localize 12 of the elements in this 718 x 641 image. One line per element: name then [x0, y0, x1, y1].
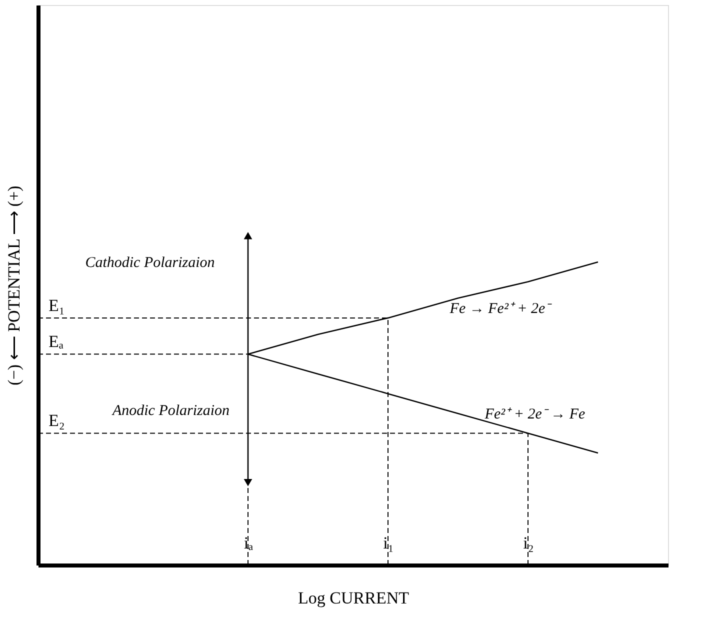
x-tick-label: i₁: [383, 534, 394, 552]
annotation: E₁: [48, 296, 65, 315]
y-axis-title: (−) ⟵ POTENTIAL ⟶ (+): [4, 186, 24, 386]
annotation: Fe²⁺ + 2e⁻ → Fe: [484, 406, 586, 422]
annotation: Cathodic Polarizaion: [85, 254, 215, 271]
annotation: Eₐ: [48, 332, 64, 352]
annotation: Fe → Fe²⁺ + 2e⁻: [448, 301, 552, 318]
annotation: Anodic Polarizaion: [111, 403, 230, 420]
x-tick-label: iₐ: [244, 534, 254, 552]
annotation: E₂: [48, 411, 65, 430]
x-tick-label: i₂: [523, 534, 534, 552]
x-axis-title: Log CURRENT: [298, 588, 410, 608]
